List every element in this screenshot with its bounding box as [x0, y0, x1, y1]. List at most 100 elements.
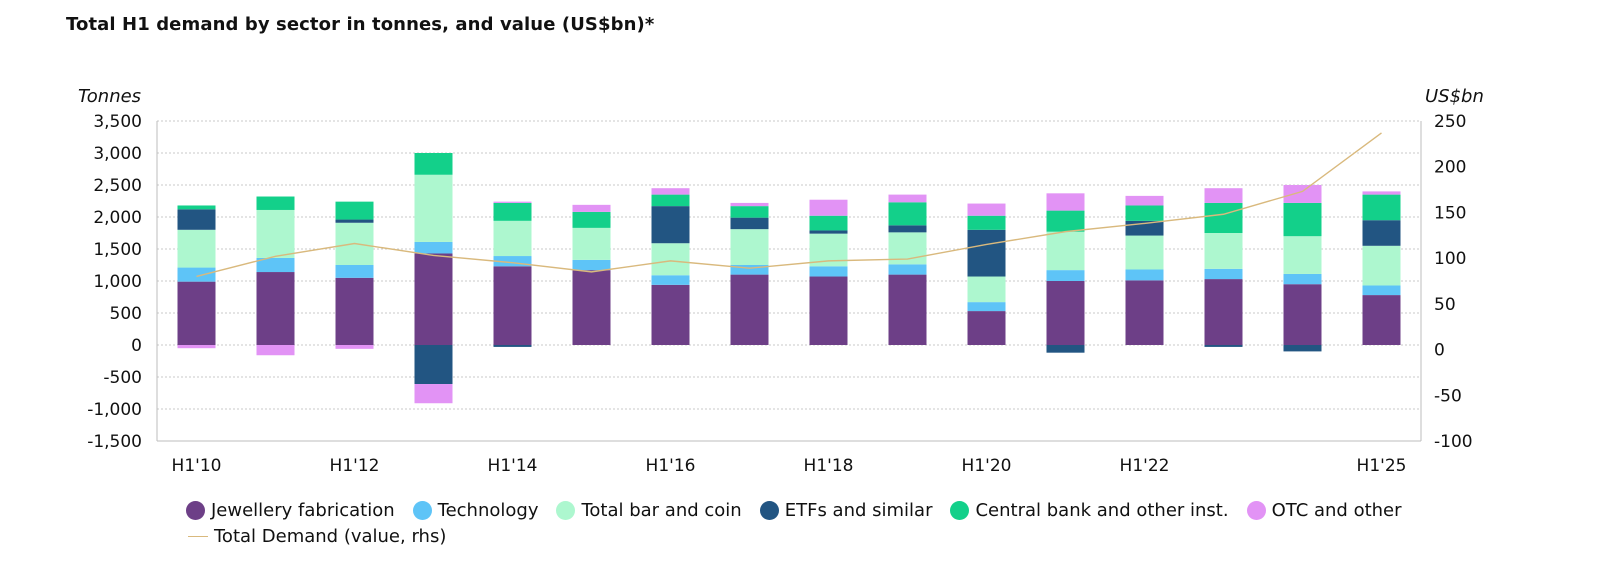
bar-segment: [493, 345, 532, 347]
bar-segment: [1046, 281, 1085, 345]
bar-segment: [1204, 268, 1243, 280]
bar-segment: [1046, 231, 1085, 271]
bar-segment: [651, 188, 690, 195]
legend-swatch: [759, 500, 779, 520]
y-right-tick-label: 0: [1434, 341, 1445, 361]
bar-segment: [335, 277, 374, 345]
bar-segment: [888, 194, 927, 203]
y-left-tick-label: 2,500: [93, 176, 142, 196]
bar-segment: [888, 274, 927, 345]
bar-segment: [177, 345, 216, 349]
x-tick-label: H1'14: [488, 456, 538, 476]
bar-segment: [256, 196, 295, 210]
bar-segment: [1125, 195, 1164, 206]
y-right-tick-label: -100: [1434, 432, 1473, 452]
bar-segment: [1046, 193, 1085, 211]
bar-segment: [256, 209, 295, 258]
bar-segment: [414, 345, 453, 385]
bar-segment: [730, 202, 769, 207]
y-left-tick-label: 3,500: [93, 112, 142, 132]
bar-segment: [414, 384, 453, 404]
bar-segment: [888, 202, 927, 226]
legend-label: Total Demand (value, rhs): [214, 525, 447, 547]
bar-segment: [414, 241, 453, 254]
bar-segment: [1204, 279, 1243, 345]
bar-segment: [651, 194, 690, 207]
bar-segment: [1362, 194, 1401, 221]
bar-segment: [1283, 273, 1322, 285]
legend-swatch: [556, 500, 576, 520]
bar-segment: [414, 153, 453, 175]
legend-swatch: [950, 500, 970, 520]
bar-segment: [888, 225, 927, 233]
bar-segment: [572, 227, 611, 260]
y-left-tick-label: 1,500: [93, 240, 142, 260]
bar-segment: [177, 205, 216, 210]
bar-segment: [651, 275, 690, 285]
bar-segment: [1362, 285, 1401, 296]
legend-item: Central bank and other inst.: [950, 500, 1229, 521]
legend-item: OTC and other: [1246, 500, 1402, 521]
bar-segment: [967, 311, 1006, 345]
chart-title: Total H1 demand by sector in tonnes, and…: [66, 14, 655, 35]
bar-segment: [256, 272, 295, 345]
legend-item: ETFs and similar: [759, 500, 932, 521]
bar-segment: [1283, 284, 1322, 345]
x-tick-label: H1'20: [962, 456, 1012, 476]
bar-segment: [335, 201, 374, 220]
y-left-tick-label: 500: [110, 304, 142, 324]
x-tick-label: H1'25: [1357, 456, 1407, 476]
bar-segment: [888, 264, 927, 275]
right-axis-unit-label: US$bn: [1425, 86, 1484, 107]
bar-segment: [493, 202, 532, 221]
x-tick-label: H1'18: [804, 456, 854, 476]
left-axis-unit-label: Tonnes: [78, 86, 142, 107]
bar-segment: [414, 174, 453, 242]
x-tick-label: H1'10: [172, 456, 222, 476]
y-right-tick-label: 200: [1434, 158, 1466, 178]
bar-segment: [1283, 202, 1322, 237]
bar-segment: [572, 270, 611, 345]
legend-label: Technology: [437, 499, 539, 521]
legend-item: Total bar and coin: [556, 500, 742, 521]
bar-segment: [651, 284, 690, 345]
bar-segment: [335, 345, 374, 349]
legend-swatch: [412, 500, 432, 520]
bar-segment: [1362, 191, 1401, 195]
bar-segment: [335, 265, 374, 278]
bar-segment: [730, 265, 769, 275]
bar-segment: [967, 302, 1006, 312]
bar-segment: [1362, 245, 1401, 286]
y-left-tick-label: -1,500: [87, 432, 142, 452]
bar-segment: [1046, 210, 1085, 232]
bar-segment: [177, 209, 216, 230]
bar-segment: [1204, 233, 1243, 269]
bar-segment: [651, 206, 690, 244]
bar-segment: [1125, 205, 1164, 221]
bar-segment: [809, 230, 848, 234]
bar-segment: [967, 276, 1006, 303]
bar-segment: [1283, 345, 1322, 352]
y-left-tick-label: 3,000: [93, 144, 142, 164]
y-left-tick-label: -500: [103, 368, 142, 388]
bar-segment: [493, 220, 532, 257]
y-right-tick-label: 50: [1434, 295, 1456, 315]
bar-segment: [572, 211, 611, 228]
legend-label: Jewellery fabrication: [211, 499, 395, 521]
legend-row: Total Demand (value, rhs): [186, 523, 1486, 549]
y-left-tick-label: -1,000: [87, 400, 142, 420]
legend-item: Total Demand (value, rhs): [186, 526, 446, 547]
bar-segment: [1125, 280, 1164, 345]
bar-segment: [1283, 236, 1322, 274]
bar-segment: [414, 253, 453, 345]
bar-segment: [572, 259, 611, 271]
bar-segment: [809, 199, 848, 216]
bar-segment: [967, 229, 1006, 277]
legend-swatch: [1246, 500, 1266, 520]
bar-segment: [493, 266, 532, 345]
x-tick-label: H1'12: [330, 456, 380, 476]
bar-segment: [493, 201, 532, 203]
bar-segment: [256, 257, 295, 273]
